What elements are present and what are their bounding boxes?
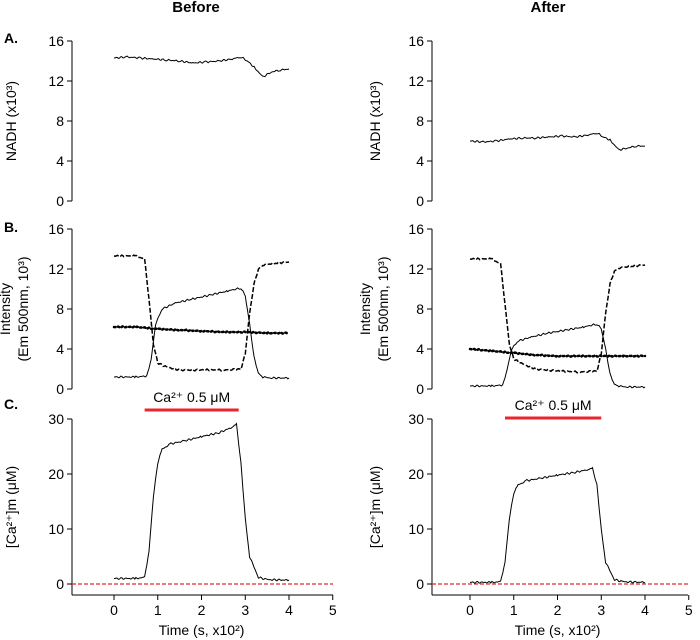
series-line-dashed bbox=[469, 257, 646, 374]
series-line-dotted bbox=[112, 324, 291, 335]
y-tick-label: 8 bbox=[56, 301, 64, 317]
chart-A-before: 0 4 8 12 16 NADH (x10³) A. bbox=[3, 30, 290, 209]
x-tick-label: 5 bbox=[685, 602, 693, 618]
series-line-solid bbox=[469, 132, 646, 152]
x-axis-label: Time (s, x10²) bbox=[159, 622, 245, 638]
y-axis-label-units: (Em 500nm, 10³) bbox=[375, 256, 391, 361]
y-tick-label: 20 bbox=[48, 466, 64, 482]
y-tick-label: 12 bbox=[408, 261, 424, 277]
chart-C-before: 0 10 20 30 [Ca²⁺]m (μM) C. 0 1 2 3 4 5 Time (s, x10²… bbox=[3, 389, 337, 638]
y-axis-label: [Ca²⁺]m (μM) bbox=[367, 466, 383, 548]
y-tick-label: 0 bbox=[56, 193, 64, 209]
y-axis-label: Intensity bbox=[0, 283, 13, 335]
series-line-solid bbox=[114, 422, 290, 582]
y-tick-label: 12 bbox=[48, 73, 64, 89]
x-tick-label: 4 bbox=[285, 602, 293, 618]
y-axis-label: NADH (x10³) bbox=[3, 81, 19, 161]
series-line-solid bbox=[470, 323, 646, 389]
x-tick-label: 5 bbox=[329, 602, 337, 618]
x-tick-label: 1 bbox=[510, 602, 518, 618]
x-tick-label: 0 bbox=[110, 602, 118, 618]
series-line-solid bbox=[113, 55, 290, 78]
y-tick-label: 4 bbox=[416, 341, 424, 357]
y-tick-label: 16 bbox=[408, 221, 424, 237]
y-axis-label: NADH (x10³) bbox=[367, 81, 383, 161]
y-tick-label: 16 bbox=[408, 33, 424, 49]
y-tick-label: 10 bbox=[48, 521, 64, 537]
y-tick-label: 10 bbox=[408, 521, 424, 537]
chart-A-after: 0 4 8 12 16 NADH (x10³) bbox=[367, 33, 646, 209]
y-axis-label: [Ca²⁺]m (μM) bbox=[3, 466, 19, 548]
series-line-solid bbox=[114, 287, 290, 380]
x-tick-label: 2 bbox=[554, 602, 562, 618]
y-tick-label: 12 bbox=[48, 261, 64, 277]
panel-label: A. bbox=[4, 30, 18, 46]
stimulus-label: Ca²⁺ 0.5 μM bbox=[153, 389, 230, 405]
y-tick-label: 4 bbox=[56, 153, 64, 169]
y-tick-label: 8 bbox=[416, 301, 424, 317]
y-tick-label: 4 bbox=[56, 341, 64, 357]
stimulus-label: Ca²⁺ 0.5 μM bbox=[515, 397, 592, 413]
y-tick-label: 8 bbox=[416, 113, 424, 129]
y-tick-label: 4 bbox=[416, 153, 424, 169]
y-tick-label: 16 bbox=[48, 221, 64, 237]
x-tick-label: 0 bbox=[466, 602, 474, 618]
panel-label: B. bbox=[4, 219, 18, 235]
y-axis-label-units: (Em 500nm, 10³) bbox=[15, 256, 31, 361]
y-tick-label: 30 bbox=[48, 411, 64, 427]
series-line-solid bbox=[470, 466, 646, 584]
y-tick-label: 30 bbox=[408, 411, 424, 427]
chart-C-after: 0 10 20 30 [Ca²⁺]m (μM) 0 1 2 3 4 5 Time (s, x10²) C… bbox=[367, 397, 693, 638]
y-tick-label: 0 bbox=[416, 576, 424, 592]
x-tick-label: 2 bbox=[198, 602, 206, 618]
y-tick-label: 0 bbox=[416, 193, 424, 209]
y-tick-label: 0 bbox=[416, 381, 424, 397]
y-tick-label: 0 bbox=[56, 381, 64, 397]
series-line-dashed bbox=[113, 254, 290, 372]
column-title-before: Before bbox=[172, 0, 220, 16]
panel-label: C. bbox=[4, 396, 18, 412]
y-tick-label: 8 bbox=[56, 113, 64, 129]
y-tick-label: 16 bbox=[48, 33, 64, 49]
chart-B-before: 0 4 8 12 16 Intensity (Em 500nm, 10³) B. bbox=[0, 219, 291, 397]
x-tick-label: 3 bbox=[241, 602, 249, 618]
y-tick-label: 0 bbox=[56, 576, 64, 592]
chart-B-after: 0 4 8 12 16 Intensity (Em 500nm, 10³) bbox=[357, 221, 647, 397]
y-axis-label: Intensity bbox=[357, 283, 373, 335]
series-line-dotted bbox=[468, 347, 647, 358]
column-title-after: After bbox=[530, 0, 565, 16]
x-axis-label: Time (s, x10²) bbox=[515, 622, 601, 638]
x-tick-label: 1 bbox=[154, 602, 162, 618]
x-tick-label: 3 bbox=[597, 602, 605, 618]
y-tick-label: 20 bbox=[408, 466, 424, 482]
y-tick-label: 12 bbox=[408, 73, 424, 89]
x-tick-label: 4 bbox=[641, 602, 649, 618]
